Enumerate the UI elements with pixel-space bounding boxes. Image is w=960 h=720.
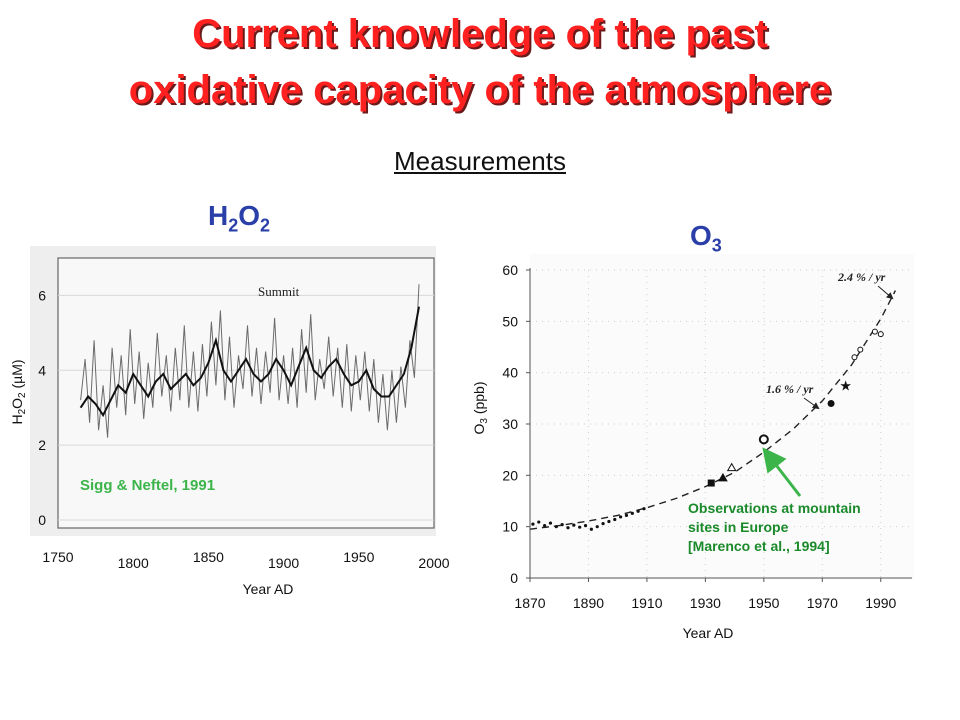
h2o2-y-axis-label: H2O2 (µM) (9, 359, 28, 424)
o3-point-triangle (718, 472, 728, 482)
o3-point-dot (531, 522, 535, 526)
o3-species-label: O3 (690, 220, 722, 256)
o3-x-tick-label: 1990 (865, 595, 896, 611)
o3-point-star: ★ (839, 378, 852, 394)
o3-x-tick-label: 1970 (807, 595, 838, 611)
o3-point-dot (619, 515, 623, 519)
h2o2-x-tick-label: 1900 (268, 555, 299, 571)
o3-chart: 0 10 20 30 40 50 60 1870 1890 1910 1930 1950 1970 19… (471, 254, 914, 641)
o3-y-tick-label: 10 (502, 519, 518, 535)
h2o2-y-tick-label: 0 (38, 512, 46, 528)
o3-note-arrow (762, 447, 802, 497)
o3-point-dot (572, 523, 576, 527)
o3-point-dot (630, 511, 634, 515)
o3-grid (526, 269, 910, 582)
o3-point-dot (583, 524, 588, 528)
o3-point-small-circle (871, 328, 878, 335)
h2o2-x-tick-label: 1800 (118, 555, 149, 571)
o3-point-dot (642, 507, 646, 511)
o3-trend-label-1-6: 1.6 % / yr (766, 382, 814, 396)
o3-point-square (707, 479, 715, 487)
h2o2-y-tick-label: 2 (38, 437, 46, 453)
o3-plot-background (530, 254, 914, 580)
h2o2-x-axis-label: Year AD (243, 581, 294, 597)
o3-trend-label-2-4: 2.4 % / yr (837, 270, 886, 284)
o3-point-dot (537, 520, 541, 524)
h2o2-x-tick-label: 1850 (193, 549, 224, 565)
page-title-line-2: oxidative capacity of the atmosphere (128, 68, 832, 112)
h2o2-x-tick-label: 2000 (418, 555, 449, 571)
h2o2-y-tick-label: 4 (38, 362, 46, 378)
h2o2-species-label: H2O2 (208, 200, 271, 236)
h2o2-x-tick-label: 1750 (42, 549, 73, 565)
section-subtitle: Measurements (394, 146, 566, 176)
o3-x-tick-label: 1910 (631, 595, 662, 611)
o3-series: ★ (529, 290, 897, 531)
o3-point-dot (589, 527, 593, 531)
o3-point-small-circle (877, 331, 884, 338)
o3-point-dot (566, 526, 570, 530)
o3-y-tick-label: 50 (502, 313, 518, 329)
o3-y-tick-label: 60 (502, 262, 518, 278)
h2o2-smoothed-series (79, 306, 420, 418)
o3-point-triangle (726, 462, 737, 472)
o3-point-dot (560, 523, 564, 527)
o3-y-tick-label: 0 (510, 570, 518, 586)
o3-note-line-1: Observations at mountain (688, 500, 861, 516)
o3-point-filled-circle (827, 399, 835, 407)
h2o2-grid (58, 294, 434, 521)
o3-y-axis-label: O3 (ppb) (471, 381, 490, 434)
o3-point-dot (636, 509, 640, 513)
o3-y-tick-label: 30 (502, 416, 518, 432)
o3-x-ticks: 1870 1890 1910 1930 1950 1970 1990 (514, 595, 896, 611)
o3-point-dot (624, 513, 629, 517)
o3-x-tick-label: 1890 (573, 595, 604, 611)
h2o2-y-ticks: 0 2 4 6 (38, 287, 46, 528)
o3-x-tick-label: 1870 (514, 595, 545, 611)
o3-point-dot (548, 521, 553, 525)
o3-point-dot (543, 524, 547, 528)
o3-x-tick-label: 1950 (748, 595, 779, 611)
h2o2-chart: 0 2 4 6 1750 1800 1850 1900 1950 2000 Summit Sig… (9, 246, 450, 597)
o3-point-dot (595, 525, 599, 529)
h2o2-location-label: Summit (258, 284, 300, 299)
o3-point-dot (613, 517, 617, 522)
h2o2-x-tick-label: 1950 (343, 549, 374, 565)
o3-point-dot (607, 519, 611, 524)
h2o2-y-tick-label: 6 (38, 287, 46, 303)
o3-trend-arrow-1-6 (803, 397, 820, 410)
o3-x-tick-label: 1930 (690, 595, 721, 611)
o3-note-line-2: sites in Europe (688, 519, 789, 535)
o3-point-small-circle (857, 346, 864, 353)
o3-point-dot (554, 525, 558, 529)
o3-note-line-3: [Marenco et al., 1994] (688, 538, 830, 554)
o3-y-tick-label: 40 (502, 365, 518, 381)
h2o2-series (79, 284, 420, 438)
o3-point-open-circle (758, 434, 769, 445)
o3-point-small-circle (851, 354, 858, 361)
h2o2-source-label: Sigg & Neftel, 1991 (80, 477, 215, 494)
h2o2-x-ticks: 1750 1800 1850 1900 1950 2000 (42, 549, 449, 571)
o3-trend-arrow-2-4 (877, 285, 894, 300)
o3-point-dot (601, 521, 605, 526)
o3-x-axis-label: Year AD (683, 625, 734, 641)
o3-y-tick-label: 20 (502, 467, 518, 483)
o3-point-dot (578, 525, 582, 529)
page-title-line-1: Current knowledge of the past (192, 12, 768, 56)
o3-y-ticks: 0 10 20 30 40 50 60 (502, 262, 518, 586)
